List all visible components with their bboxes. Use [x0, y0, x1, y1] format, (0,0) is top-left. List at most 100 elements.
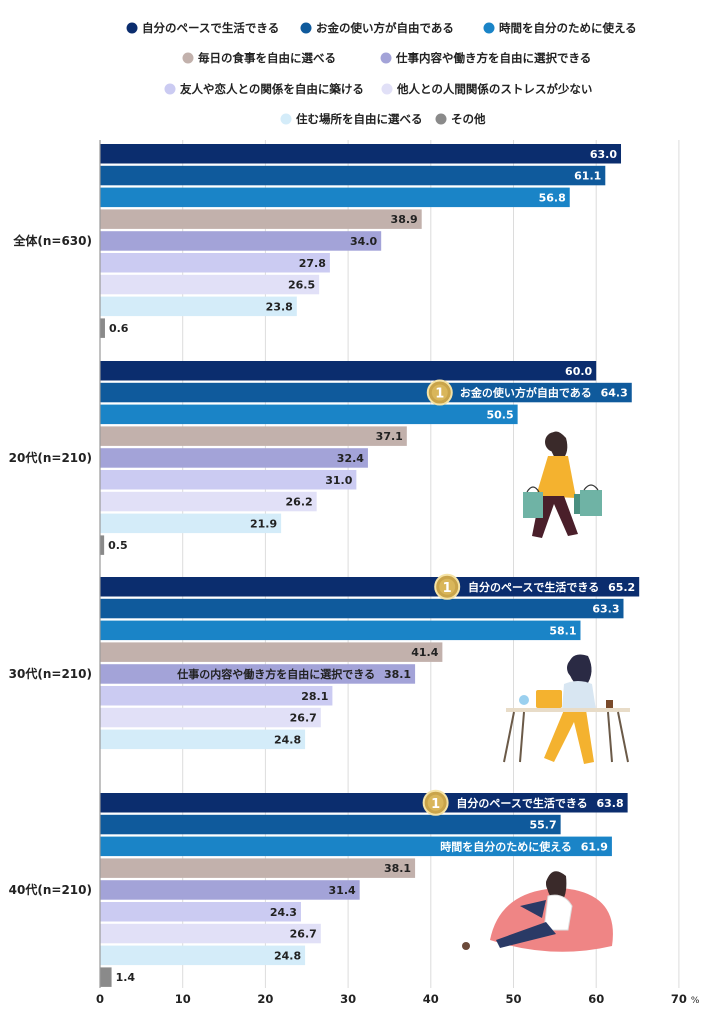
- x-tick-label: 40: [423, 992, 439, 1006]
- shopping-woman-illustration: [523, 431, 602, 538]
- bar: [100, 729, 306, 750]
- shopping-bag-right: [580, 490, 602, 516]
- svg-text:1: 1: [443, 581, 452, 596]
- value-label: 26.5: [288, 279, 315, 292]
- desk-work-illustration: [503, 654, 630, 764]
- bar-annotation: お金の使い方が自由である: [460, 386, 592, 400]
- legend-label: お金の使い方が自由である: [316, 21, 454, 35]
- value-label: 1.4: [116, 971, 136, 984]
- rank-badge-icon: 1: [422, 789, 449, 816]
- value-label: 64.3: [601, 387, 628, 400]
- value-label: 61.1: [574, 170, 601, 183]
- value-label: 0.5: [108, 539, 128, 552]
- bar: [100, 404, 518, 425]
- value-label: 38.1: [384, 668, 411, 681]
- value-label: 63.3: [592, 603, 619, 616]
- bar: [100, 836, 612, 857]
- bar: [100, 361, 597, 381]
- legend-label: その他: [451, 112, 486, 126]
- value-labels: 全体(n=630) 63.0 61.1 56.8 38.9 34.0 27.8 26.5 23.…: [9, 148, 636, 984]
- value-label: 34.0: [350, 235, 377, 248]
- bar: [100, 274, 320, 295]
- bar: [100, 642, 443, 662]
- bar: [100, 814, 561, 835]
- bar: [100, 902, 301, 922]
- bar-annotation: 時間を自分のために使える: [440, 839, 572, 853]
- group-label: 20代(n=210): [9, 450, 92, 465]
- legend-item: 友人や恋人との関係を自由に築ける: [164, 82, 364, 96]
- value-label: 26.2: [286, 496, 313, 509]
- x-tick-label: 0: [96, 992, 104, 1006]
- value-label: 41.4: [411, 646, 438, 659]
- bar: [100, 187, 570, 208]
- value-label: 61.9: [581, 840, 608, 853]
- value-label: 26.7: [290, 928, 317, 941]
- legend-marker: [126, 22, 138, 34]
- legend-marker: [300, 22, 312, 34]
- value-label: 58.1: [549, 624, 576, 637]
- bar: [100, 686, 333, 706]
- legend: 自分のペースで生活できる お金の使い方が自由である 時間を自分のために使える毎日の食…: [126, 21, 637, 126]
- bar: [100, 513, 282, 534]
- legend-label: 友人や恋人との関係を自由に築ける: [180, 82, 364, 96]
- bar-annotation: 自分のペースで生活できる: [456, 796, 587, 810]
- bar: [100, 707, 321, 728]
- bar: [100, 165, 606, 186]
- legend-marker: [182, 52, 194, 64]
- illustrations: [462, 431, 630, 952]
- legend-item: 住む場所を自由に選べる: [280, 112, 423, 126]
- value-label: 24.8: [274, 733, 301, 746]
- shopping-bag-left: [523, 492, 543, 518]
- value-label: 23.8: [266, 300, 293, 313]
- bar: [100, 923, 321, 944]
- svg-text:1: 1: [431, 797, 440, 812]
- value-label: 63.8: [596, 797, 623, 810]
- value-label: 56.8: [539, 191, 566, 204]
- x-tick-label: 70: [671, 992, 687, 1006]
- group-label: 40代(n=210): [9, 882, 92, 897]
- bar: [100, 880, 360, 900]
- legend-label: 時間を自分のために使える: [499, 21, 637, 35]
- legend-marker: [435, 113, 447, 125]
- bar: [100, 296, 297, 317]
- legend-item: その他: [435, 112, 486, 126]
- bar: [100, 144, 622, 164]
- x-tick-label: 60: [588, 992, 604, 1006]
- bar: [100, 318, 105, 338]
- value-label: 21.9: [250, 517, 277, 530]
- value-label: 28.1: [301, 690, 328, 703]
- bar: [100, 793, 628, 813]
- bar: [100, 470, 357, 490]
- legend-marker: [164, 83, 176, 95]
- legend-label: 他人との人間関係のストレスが少ない: [396, 82, 592, 96]
- value-label: 63.0: [590, 148, 617, 161]
- value-label: 24.3: [270, 906, 297, 919]
- bar-annotation: 自分のペースで生活できる: [468, 580, 599, 594]
- legend-marker: [483, 22, 495, 34]
- bars: [100, 144, 640, 987]
- value-label: 65.2: [608, 581, 635, 594]
- x-tick-label: 50: [505, 992, 521, 1006]
- legend-item: お金の使い方が自由である: [300, 21, 454, 35]
- bar: [100, 577, 640, 597]
- bar-annotation: 仕事の内容や働き方を自由に選択できる: [176, 667, 375, 681]
- bar: [100, 858, 416, 878]
- value-label: 26.7: [290, 712, 317, 725]
- legend-item: 仕事内容や働き方を自由に選択できる: [380, 51, 591, 65]
- bar: [100, 945, 306, 966]
- value-label: 32.4: [337, 452, 364, 465]
- legend-label: 毎日の食事を自由に選べる: [198, 51, 336, 65]
- bar: [100, 967, 112, 987]
- legend-label: 住む場所を自由に選べる: [296, 112, 423, 126]
- rank-badge-icon: 1: [434, 573, 461, 600]
- value-label: 38.9: [391, 213, 418, 226]
- value-label: 31.4: [329, 884, 356, 897]
- legend-item: 他人との人間関係のストレスが少ない: [381, 82, 592, 96]
- legend-item: 自分のペースで生活できる: [126, 21, 279, 35]
- legend-label: 自分のペースで生活できる: [142, 21, 279, 35]
- x-tick-label: 10: [175, 992, 191, 1006]
- legend-label: 仕事内容や働き方を自由に選択できる: [395, 51, 591, 65]
- value-label: 37.1: [376, 430, 403, 443]
- bar: [100, 448, 368, 468]
